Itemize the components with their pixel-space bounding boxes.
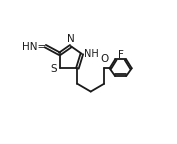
Text: HN=: HN=: [22, 42, 46, 52]
Text: O: O: [100, 54, 108, 64]
Text: F: F: [118, 50, 124, 60]
Text: N: N: [67, 34, 75, 44]
Text: NH: NH: [84, 49, 98, 59]
Text: S: S: [51, 64, 58, 74]
